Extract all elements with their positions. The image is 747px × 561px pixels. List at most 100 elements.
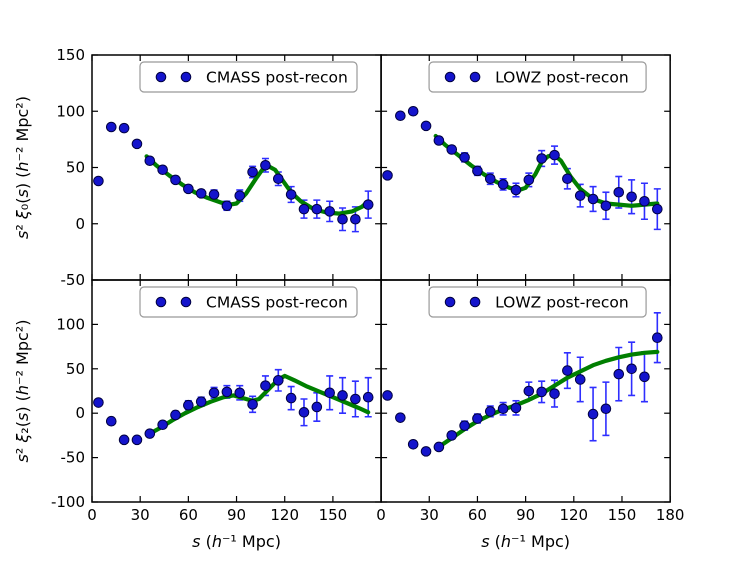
x-tick-label: 150 [319, 506, 348, 524]
data-point [144, 428, 156, 439]
data-point [600, 200, 612, 212]
data-point [472, 413, 483, 424]
data-points [93, 375, 374, 446]
x-tick-label: 120 [270, 506, 299, 524]
legend-box [428, 61, 647, 93]
data-point [407, 438, 419, 450]
data-point [298, 203, 310, 215]
data-point [562, 173, 573, 185]
data-point [613, 368, 625, 380]
data-point [105, 415, 117, 427]
x-tick-label: 150 [608, 506, 637, 524]
data-point [523, 174, 535, 186]
legend: LOWZ post-recon [428, 286, 647, 318]
panel-bottom-left: 0 30 60 90 120 150 -100 -50 0 50 100 CMASS post-rec… [51, 279, 382, 524]
legend-label: LOWZ post-recon [495, 69, 629, 87]
data-point [433, 135, 445, 146]
data-point [549, 388, 560, 399]
data-point [195, 396, 207, 407]
y-tick-label: -50 [61, 449, 86, 467]
legend-marker [155, 71, 167, 83]
data-point [272, 173, 284, 185]
data-point [510, 402, 522, 414]
data-point [337, 390, 348, 401]
data-point [652, 332, 663, 344]
y-tick-label: 100 [56, 315, 85, 333]
data-point [574, 374, 586, 385]
legend-label: CMASS post-recon [206, 294, 348, 312]
y-tick-label: 0 [75, 215, 85, 233]
x-tick-label: 60 [468, 506, 487, 524]
data-point [362, 199, 374, 210]
data-point [260, 159, 271, 171]
data-point [459, 152, 470, 163]
data-point [170, 409, 181, 421]
data-point [626, 363, 637, 375]
data-point [272, 375, 284, 386]
data-point [208, 189, 220, 200]
data-point [652, 203, 663, 215]
y-tick-label: 50 [66, 159, 85, 177]
data-point [600, 403, 612, 415]
data-points [93, 121, 374, 225]
data-point [536, 153, 547, 164]
data-point [523, 385, 535, 397]
data-point [311, 401, 323, 413]
data-point [260, 380, 271, 391]
data-point [459, 420, 470, 431]
data-point [221, 386, 233, 398]
data-point [157, 419, 168, 431]
data-point [484, 173, 496, 185]
data-point [497, 403, 509, 415]
data-point [93, 175, 104, 187]
legend-marker [180, 71, 192, 83]
data-point [118, 122, 130, 134]
x-tick-label: 30 [131, 506, 150, 524]
data-point [285, 189, 297, 200]
data-point [433, 441, 445, 453]
data-points [382, 332, 663, 457]
data-point [195, 188, 207, 199]
data-point [221, 200, 233, 212]
data-point [562, 365, 573, 376]
y-tick-label: -50 [61, 271, 86, 289]
data-point [446, 430, 458, 441]
legend-label: LOWZ post-recon [495, 294, 629, 312]
data-point [131, 434, 143, 446]
y-tick-label: 50 [66, 360, 85, 378]
data-point [350, 393, 361, 405]
data-point [626, 191, 637, 203]
data-point [536, 386, 547, 398]
x-tick-label: 60 [179, 506, 198, 524]
legend-box [139, 286, 358, 318]
panel-data [382, 312, 663, 457]
legend-box [139, 61, 358, 93]
data-point [170, 174, 181, 186]
data-point [395, 110, 406, 122]
data-point [587, 193, 599, 205]
y-tick-label: 150 [56, 46, 85, 64]
data-point [311, 203, 323, 215]
y-tick-label: 100 [56, 102, 85, 120]
data-point [420, 120, 432, 132]
legend: LOWZ post-recon [428, 61, 647, 93]
legend-marker [469, 296, 481, 308]
data-points [382, 105, 663, 215]
x-tick-label: 0 [376, 506, 386, 524]
data-point [574, 190, 586, 201]
legend-marker [180, 296, 192, 308]
data-point [446, 144, 458, 155]
data-point [350, 213, 361, 225]
panel-top-right: LOWZ post-recon [380, 54, 671, 281]
data-point [144, 155, 156, 167]
legend-marker [444, 71, 456, 83]
data-point [639, 371, 650, 383]
data-point [549, 149, 560, 161]
legend: CMASS post-recon [139, 61, 358, 93]
data-point [183, 399, 194, 411]
x-tick-label: 90 [227, 506, 246, 524]
data-point [362, 391, 374, 403]
panel-border [380, 279, 671, 503]
